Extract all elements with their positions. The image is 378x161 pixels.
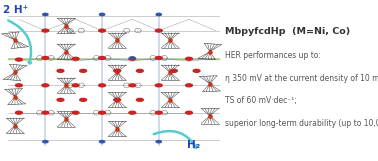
Circle shape [136, 98, 143, 101]
Circle shape [43, 141, 48, 143]
Circle shape [170, 69, 177, 72]
Text: superior long-term durability (up to 10,000 cycles): superior long-term durability (up to 10,… [225, 119, 378, 128]
Circle shape [42, 84, 49, 87]
Circle shape [80, 98, 87, 101]
Circle shape [42, 111, 49, 114]
Circle shape [186, 111, 192, 114]
Circle shape [80, 69, 87, 72]
Circle shape [129, 84, 136, 87]
Circle shape [72, 57, 79, 60]
Text: MbpyfcdHp  (M=Ni, Co): MbpyfcdHp (M=Ni, Co) [225, 27, 350, 36]
Circle shape [130, 57, 135, 59]
Circle shape [129, 111, 136, 114]
Text: TS of 60 mV·dec⁻¹;: TS of 60 mV·dec⁻¹; [225, 96, 297, 105]
Circle shape [155, 84, 162, 87]
Circle shape [129, 57, 136, 60]
Circle shape [186, 84, 192, 87]
Circle shape [72, 84, 79, 87]
Circle shape [99, 13, 105, 16]
Circle shape [136, 69, 143, 72]
Circle shape [155, 29, 162, 32]
Circle shape [186, 57, 192, 60]
Circle shape [99, 111, 105, 114]
Circle shape [15, 84, 22, 87]
Circle shape [114, 98, 121, 101]
Text: H₂: H₂ [187, 140, 200, 150]
Text: 2 H⁺: 2 H⁺ [3, 5, 28, 15]
Circle shape [99, 29, 105, 32]
Circle shape [72, 111, 79, 114]
Text: HER performances up to:: HER performances up to: [225, 51, 321, 60]
Circle shape [156, 141, 161, 143]
Circle shape [99, 141, 105, 143]
Circle shape [193, 69, 200, 72]
Circle shape [155, 57, 162, 59]
Circle shape [42, 29, 49, 32]
Circle shape [57, 98, 64, 101]
Circle shape [43, 13, 48, 16]
Circle shape [114, 69, 121, 72]
Circle shape [15, 111, 22, 114]
Circle shape [15, 58, 22, 61]
Text: η 350 mV at the current density of 10 mA·cm⁻¹;: η 350 mV at the current density of 10 mA… [225, 74, 378, 83]
Circle shape [42, 57, 49, 59]
Circle shape [99, 84, 105, 87]
Circle shape [57, 69, 64, 72]
Circle shape [156, 13, 161, 16]
Circle shape [99, 57, 105, 59]
Circle shape [155, 111, 162, 114]
